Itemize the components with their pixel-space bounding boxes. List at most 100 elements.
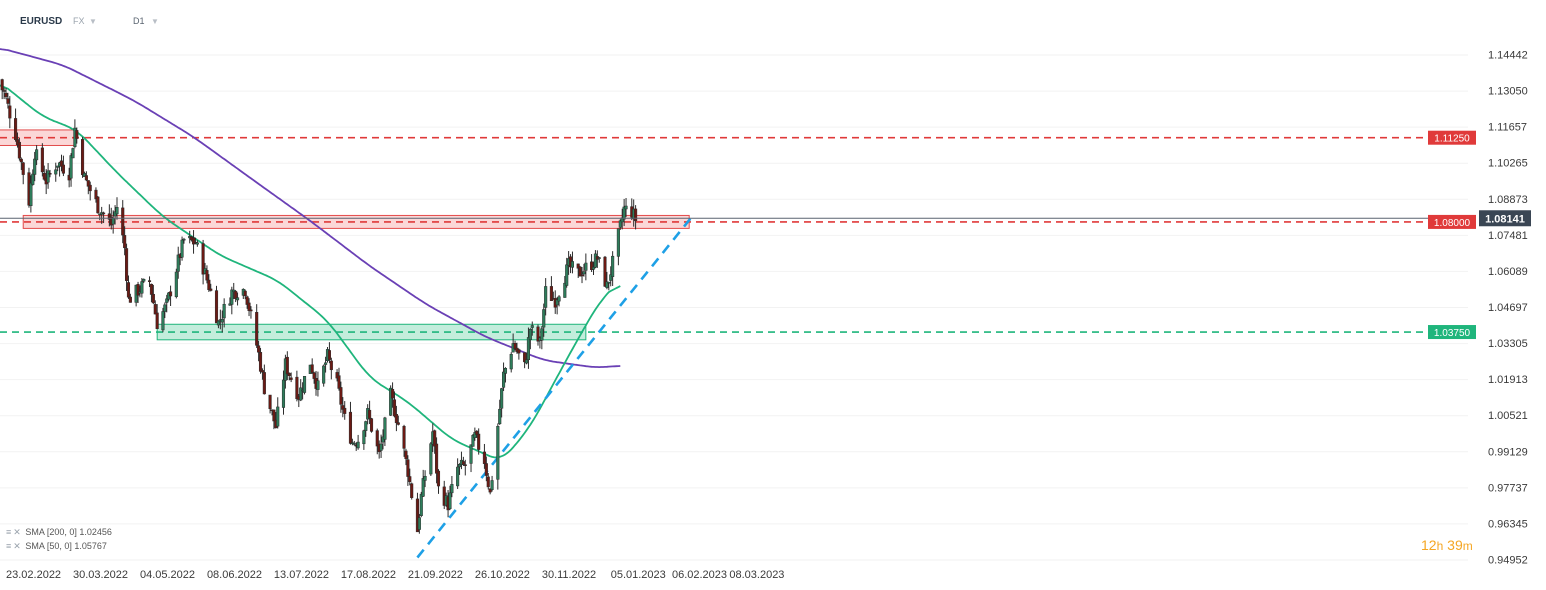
x-tick-label: 30.03.2022 [73, 569, 128, 581]
candle-body [163, 304, 167, 312]
list-icon[interactable]: ≡ [6, 541, 12, 551]
legend-sma200[interactable]: ≡ ✕ SMA [200, 0] 1.02456 [6, 527, 112, 538]
timeframe-chevron-down-icon[interactable]: ▼ [151, 17, 159, 26]
x-tick-label: 23.02.2022 [6, 569, 61, 581]
candle-body [341, 405, 345, 410]
close-icon[interactable]: ✕ [13, 527, 21, 537]
candle-body [4, 92, 8, 98]
candle-body [429, 443, 433, 475]
x-tick-label: 17.08.2022 [341, 569, 396, 581]
candle-body [84, 175, 88, 181]
candle-body [54, 169, 58, 175]
candle-body [102, 212, 106, 215]
candle-body [469, 444, 473, 464]
candle-body [473, 432, 477, 439]
candle-body [555, 299, 559, 306]
symbol-name[interactable]: EURUSD [20, 16, 63, 27]
candle-countdown: 12h 39m [1421, 537, 1473, 553]
level-tag-label: 1.11250 [1434, 134, 1470, 145]
legend-sma50-params: [50, 0] [46, 541, 72, 551]
candle-body [247, 302, 251, 311]
y-tick-label: 1.13050 [1488, 86, 1528, 98]
y-tick-label: 0.99129 [1488, 446, 1528, 458]
candle-body [591, 266, 596, 270]
sma50-line [0, 84, 621, 459]
candle-body [417, 517, 421, 530]
y-tick-label: 1.14442 [1488, 50, 1528, 62]
candle-body [580, 274, 584, 277]
list-icon[interactable]: ≡ [6, 527, 12, 537]
candle-body [255, 312, 259, 346]
trendline [416, 214, 695, 559]
timeframe-selector[interactable]: D1 [133, 16, 145, 26]
candle-body [312, 372, 316, 379]
candle-body [490, 480, 494, 490]
candle-body [165, 298, 169, 303]
candle-body [603, 256, 607, 287]
candle-body [329, 360, 333, 371]
candle-body [408, 476, 412, 482]
candle-body [272, 409, 276, 422]
candle-body [128, 296, 132, 303]
candle-body [590, 261, 594, 270]
candle-body [214, 290, 219, 324]
candle-body [593, 253, 597, 268]
candle-body [161, 311, 165, 331]
candle-body [33, 158, 37, 175]
candle-body [258, 352, 263, 372]
candle-body [281, 379, 286, 408]
candle-body [249, 309, 253, 312]
candle-body [523, 352, 527, 363]
y-tick-label: 1.04697 [1488, 302, 1528, 314]
candle-body [42, 173, 46, 180]
level-tag [1428, 130, 1476, 145]
candle-body [498, 408, 502, 425]
candle-body [482, 451, 486, 464]
market-chevron-down-icon[interactable]: ▼ [89, 17, 97, 26]
candle-body [607, 281, 611, 284]
candle-body [69, 155, 73, 179]
candle-body [121, 207, 125, 236]
close-icon[interactable]: ✕ [13, 541, 21, 551]
candle-body [176, 254, 180, 272]
candle-body [410, 483, 414, 498]
candle-body [169, 291, 173, 297]
candle-body [140, 281, 144, 294]
candle-body [151, 293, 155, 304]
level-tag-label: 1.03750 [1434, 328, 1471, 339]
candle-body [611, 255, 615, 277]
candle-body [368, 409, 372, 419]
candle-body [433, 430, 437, 447]
candle-body [456, 466, 460, 487]
candle-body [526, 337, 530, 360]
candle-body [542, 309, 546, 328]
candle-body [8, 105, 12, 119]
candle-body [220, 319, 224, 323]
candle-body [597, 257, 601, 259]
candle-body [565, 264, 569, 286]
candle-body [174, 271, 178, 298]
candle-body [2, 90, 6, 92]
legend-sma200-name: SMA [25, 527, 45, 537]
candle-body [287, 373, 291, 376]
y-tick-label: 1.06089 [1488, 266, 1528, 278]
sma200-line [0, 48, 621, 368]
y-tick-label: 1.11657 [1488, 122, 1527, 134]
candle-body [461, 461, 465, 465]
candle-body [216, 320, 220, 326]
candle-body [540, 328, 544, 341]
candle-body [21, 162, 25, 175]
candle-body [576, 263, 580, 269]
candle-body [484, 463, 488, 476]
candle-body [350, 442, 354, 444]
candle-body [147, 280, 152, 282]
candle-body [530, 325, 534, 328]
legend-sma50[interactable]: ≡ ✕ SMA [50, 0] 1.05767 [6, 541, 107, 552]
candle-body [234, 291, 238, 299]
countdown-minutes-unit: m [1462, 539, 1473, 553]
candle-body [31, 173, 35, 185]
x-tick-label: 26.10.2022 [475, 569, 530, 581]
candle-body [243, 290, 247, 297]
candle-body [153, 304, 157, 315]
